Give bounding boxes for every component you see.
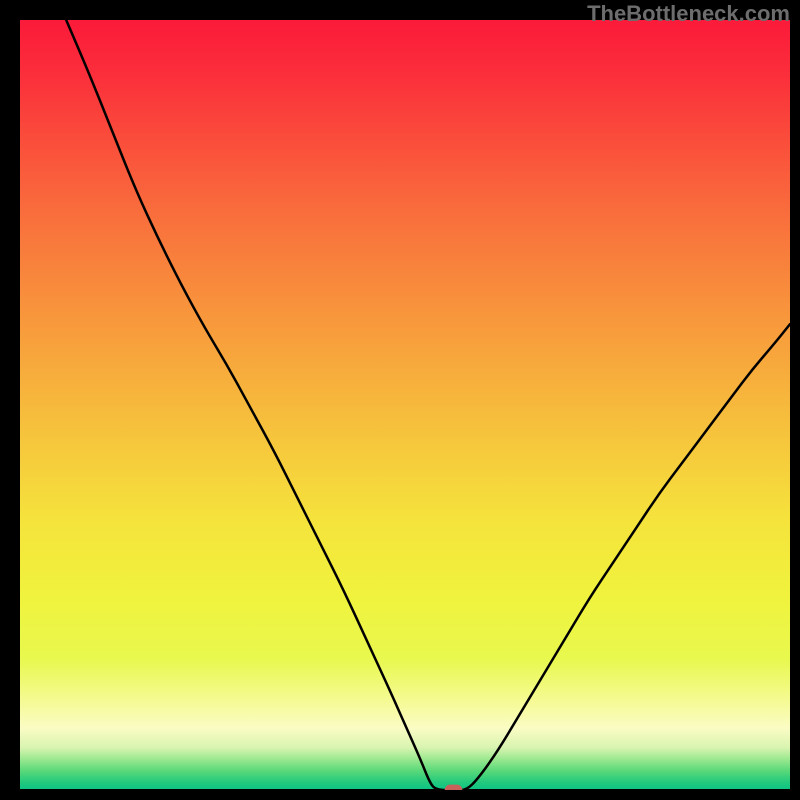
curve-layer <box>20 20 790 790</box>
bottleneck-curve <box>66 20 790 790</box>
watermark-text: TheBottleneck.com <box>587 1 790 27</box>
bottleneck-chart: TheBottleneck.com <box>0 0 800 800</box>
optimal-point-marker <box>445 785 463 790</box>
